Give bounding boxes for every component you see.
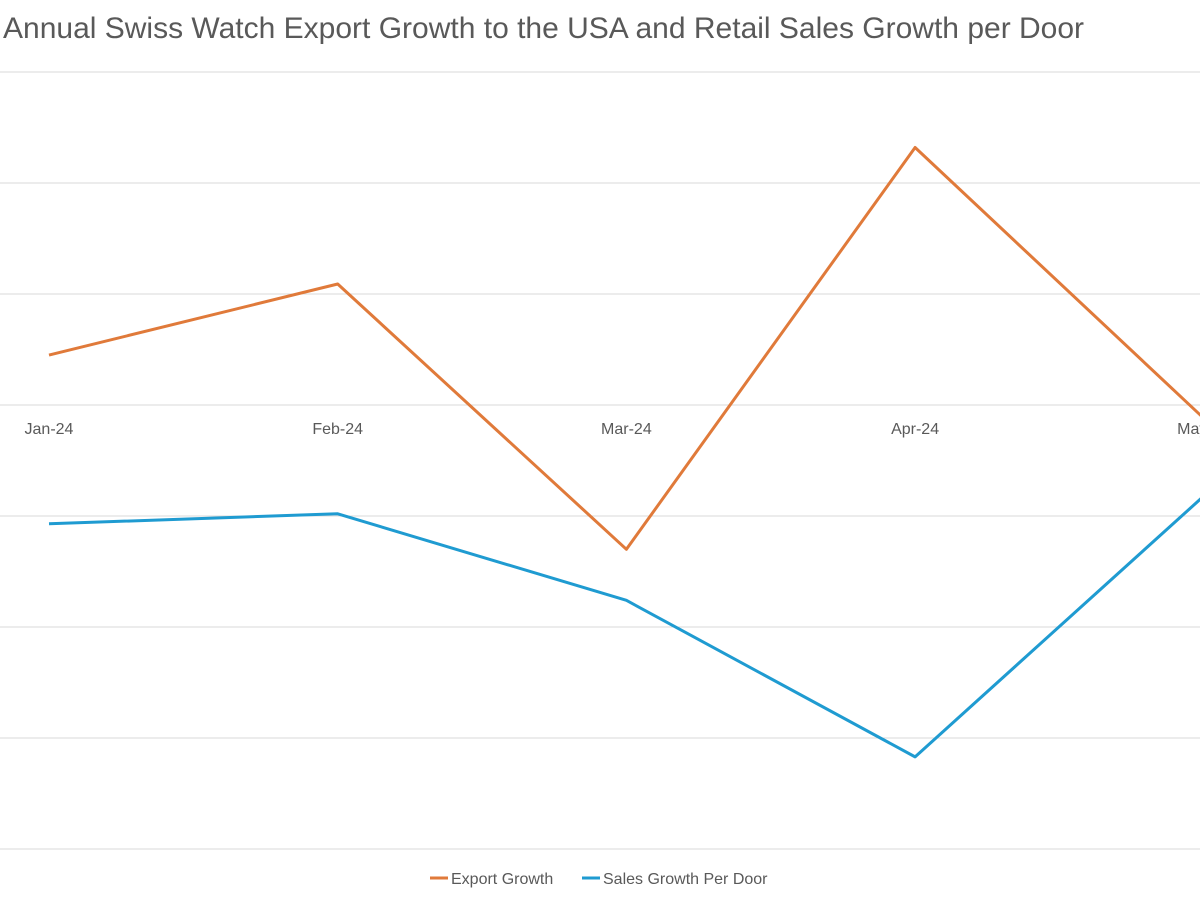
legend-label: Sales Growth Per Door: [603, 871, 768, 888]
legend-label: Export Growth: [451, 871, 553, 888]
series-line-1: [48, 497, 1200, 759]
x-tick-label: Jan-24: [25, 421, 74, 438]
x-tick-label: Feb-24: [312, 421, 363, 438]
x-tick-label: Apr-24: [891, 421, 939, 438]
series-line-0: [48, 145, 1200, 551]
x-tick-label: Mar-24: [601, 421, 652, 438]
chart-title: Annual Swiss Watch Export Growth to the …: [3, 12, 1085, 45]
x-tick-label: May-24: [1177, 421, 1200, 438]
